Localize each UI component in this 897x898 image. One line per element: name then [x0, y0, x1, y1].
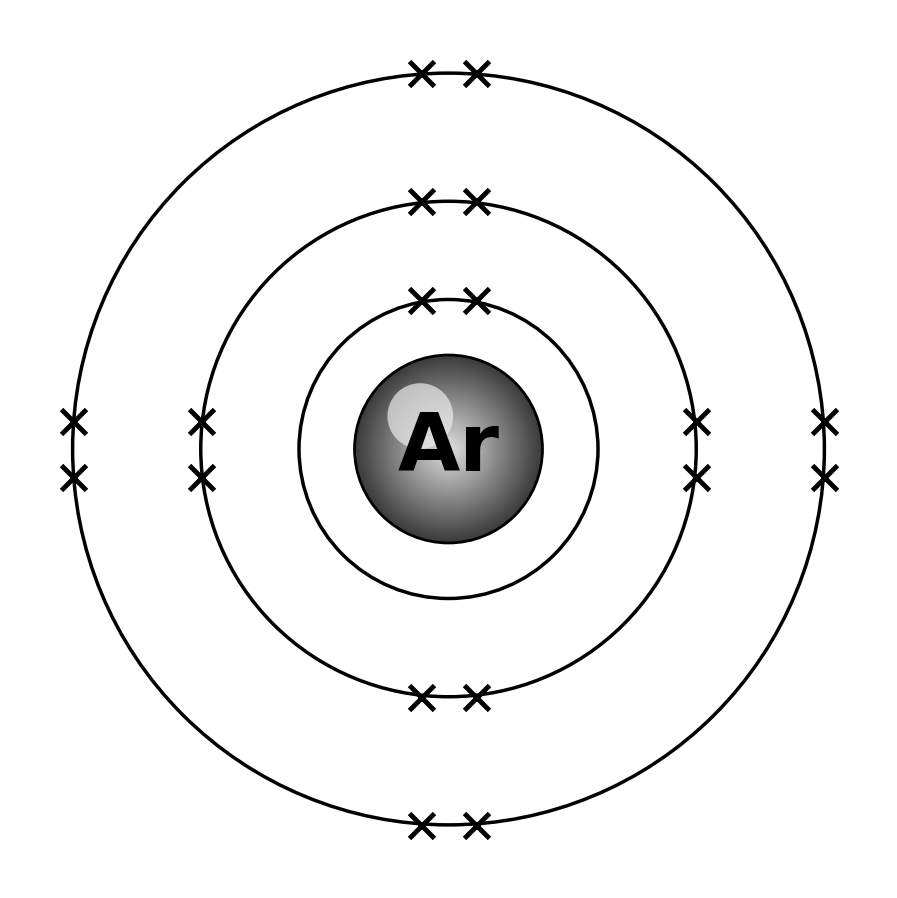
Circle shape — [407, 408, 490, 490]
Circle shape — [417, 418, 480, 480]
Circle shape — [398, 399, 499, 499]
Circle shape — [402, 402, 495, 496]
Circle shape — [361, 361, 536, 537]
Circle shape — [433, 434, 464, 464]
Circle shape — [383, 383, 514, 515]
Circle shape — [414, 414, 483, 484]
Circle shape — [366, 366, 531, 532]
Circle shape — [418, 418, 479, 480]
Circle shape — [379, 380, 518, 518]
Circle shape — [372, 373, 525, 525]
Circle shape — [425, 426, 472, 472]
Circle shape — [359, 360, 538, 538]
Circle shape — [368, 368, 529, 530]
Circle shape — [362, 364, 535, 534]
Circle shape — [391, 392, 506, 506]
Circle shape — [445, 445, 452, 453]
Circle shape — [373, 374, 524, 524]
Circle shape — [358, 358, 539, 540]
Circle shape — [434, 435, 463, 463]
Circle shape — [421, 421, 476, 477]
Circle shape — [422, 423, 475, 475]
Circle shape — [432, 433, 465, 465]
Circle shape — [380, 381, 517, 517]
Circle shape — [388, 383, 453, 449]
Circle shape — [410, 410, 487, 488]
Circle shape — [440, 441, 457, 457]
Circle shape — [392, 392, 505, 506]
Circle shape — [361, 362, 536, 536]
Circle shape — [412, 412, 485, 486]
Circle shape — [371, 372, 526, 526]
Circle shape — [354, 355, 543, 543]
Circle shape — [415, 416, 482, 482]
Circle shape — [431, 431, 466, 467]
Circle shape — [404, 404, 493, 494]
Circle shape — [369, 369, 528, 529]
Text: Ar: Ar — [397, 410, 500, 488]
Circle shape — [395, 395, 502, 503]
Circle shape — [400, 401, 497, 497]
Circle shape — [406, 407, 491, 491]
Circle shape — [440, 440, 457, 458]
Circle shape — [444, 445, 453, 453]
Circle shape — [376, 376, 521, 522]
Circle shape — [422, 422, 475, 476]
Circle shape — [436, 436, 461, 462]
Circle shape — [438, 438, 459, 460]
Circle shape — [427, 427, 470, 471]
Circle shape — [423, 425, 474, 473]
Circle shape — [430, 430, 467, 468]
Circle shape — [357, 357, 540, 541]
Circle shape — [364, 365, 533, 533]
Circle shape — [388, 388, 509, 510]
Circle shape — [441, 442, 456, 456]
Circle shape — [356, 357, 541, 541]
Circle shape — [377, 377, 520, 521]
Circle shape — [448, 448, 449, 450]
Circle shape — [399, 400, 498, 498]
Circle shape — [408, 409, 489, 489]
Circle shape — [365, 365, 532, 533]
Circle shape — [396, 397, 501, 501]
Circle shape — [385, 385, 512, 513]
Circle shape — [403, 403, 494, 495]
Circle shape — [396, 396, 501, 502]
Circle shape — [426, 427, 471, 471]
Circle shape — [378, 379, 519, 519]
Circle shape — [384, 384, 513, 514]
Circle shape — [381, 382, 516, 516]
Circle shape — [393, 394, 504, 504]
Circle shape — [429, 429, 468, 469]
Circle shape — [437, 437, 460, 461]
Circle shape — [390, 391, 507, 507]
Circle shape — [411, 411, 486, 487]
Circle shape — [446, 446, 451, 452]
Circle shape — [442, 443, 455, 455]
Circle shape — [388, 389, 509, 509]
Circle shape — [419, 419, 478, 479]
Circle shape — [375, 375, 522, 523]
Circle shape — [370, 370, 527, 528]
Circle shape — [405, 406, 492, 492]
Circle shape — [387, 387, 510, 511]
Circle shape — [414, 415, 483, 483]
